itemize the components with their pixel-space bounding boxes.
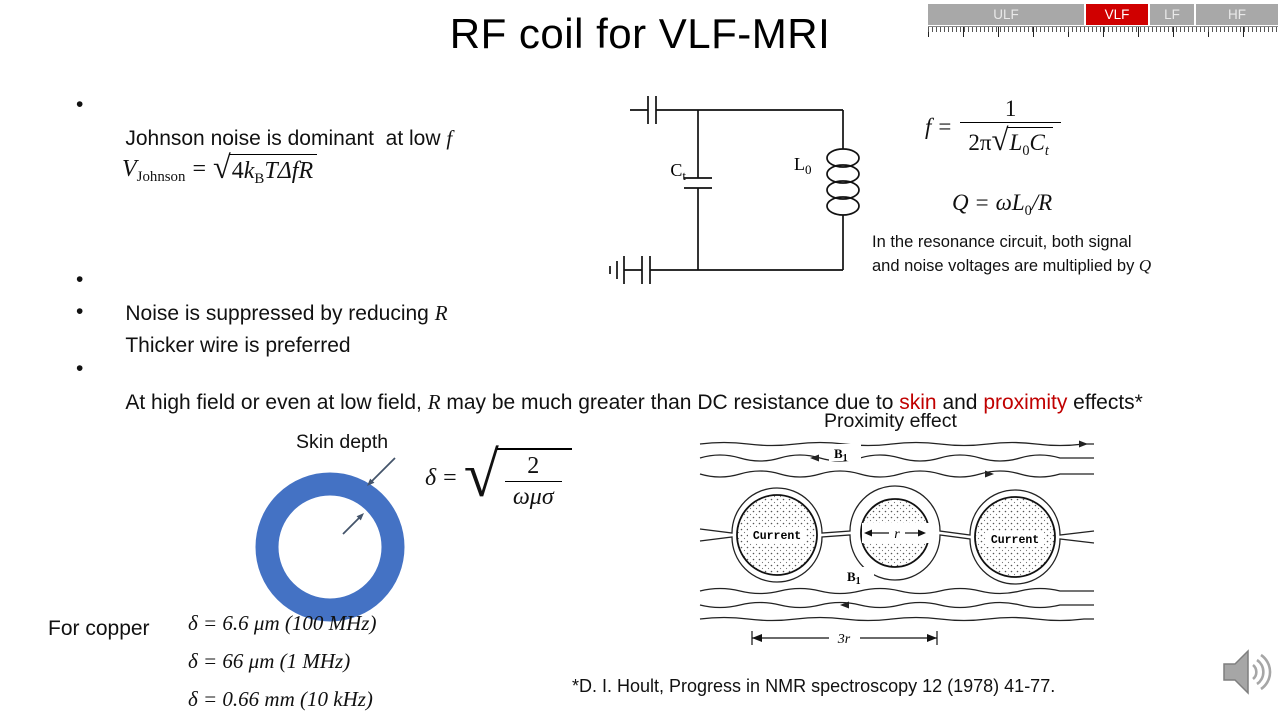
skin-depth-label: Skin depth [296,431,389,453]
radical-sign: √ [212,150,231,186]
capacitor-top-icon [630,96,843,124]
copper-value-10khz: δ = 0.66 mm (10 kHz) [188,687,373,711]
johnson-noise-formula: VJohnson = √ 4kBTΔfR [122,150,318,189]
frequency-band-indicator: ULF VLF LF HF [928,4,1278,38]
skin-highlight: skin [899,390,937,414]
skin-depth-arrows [342,457,396,535]
skin-depth-ring-diagram [255,457,405,622]
current-label-left: Current [753,530,801,543]
proximity-highlight: proximity [983,390,1068,414]
copper-value-1mhz: δ = 66 μm (1 MHz) [188,649,351,673]
inductor-label: L0 [794,154,812,177]
fraction: 2 ωμσ [504,453,562,511]
page-title: RF coil for VLF-MRI [449,10,831,57]
dimension-label: 3r [837,632,851,647]
band-hf: HF [1196,4,1278,25]
math-var-R: R [427,389,441,414]
capacitor-ct-icon [684,110,712,270]
band-bar: ULF VLF LF HF [928,4,1278,25]
copper-value-100mhz: δ = 6.6 μm (100 MHz) [188,611,377,635]
math-var-f: f [446,125,453,150]
radical-expression: √ 4kBTΔfR [212,150,318,189]
radical-expression: √ L0Ct [992,124,1053,161]
current-label-right: Current [991,534,1039,547]
skin-depth-formula: δ = √ 2 ωμσ [425,439,572,511]
b1-field-label-bottom: B1 [847,569,861,587]
math-var-V: V [122,155,137,182]
capacitor-label: Ct [670,160,686,183]
bullet-skin-proximity: At high field or even at low field, R ma… [72,352,1224,453]
field-lines [699,441,1095,622]
bullet-thicker-wire: Thicker wire is preferred [72,295,742,396]
for-copper-label: For copper [48,617,150,640]
proximity-effect-diagram: Current Current r B1 B1 3r [699,440,1095,647]
reference-citation: *D. I. Hoult, Progress in NMR spectrosco… [572,676,1056,696]
inner-arrowhead [356,513,364,521]
bullet-text: Johnson noise is dominant at low [125,126,447,150]
field-direction-arrowheads [810,440,1088,609]
outer-arrowhead [367,478,375,486]
fraction: 1 2π √ L0Ct [960,96,1061,161]
b1-field-label-top: B1 [834,446,848,464]
math-var-Q: Q [1138,256,1152,276]
subscript-johnson: Johnson [136,169,186,186]
quality-factor-formula: Q = ωL0/R [952,190,1053,219]
equals-sign: = [192,155,206,182]
inductor-coil-icon [826,110,860,270]
band-vlf: VLF [1086,4,1148,25]
radical-sign: √ [463,439,499,510]
band-lf: LF [1150,4,1194,25]
proximity-effect-label: Proximity effect [824,410,957,432]
radical-expression: √ 2 ωμσ [463,439,572,511]
conductor-cross-section-ring [255,472,405,622]
band-ulf: ULF [928,4,1084,25]
frequency-ruler [928,26,1278,38]
copper-skin-depth-values: δ = 6.6 μm (100 MHz) δ = 66 μm (1 MHz) δ… [188,611,376,720]
resonance-note: In the resonance circuit, both signal an… [872,233,1152,276]
resonance-frequency-formula: f = 1 2π √ L0Ct [925,96,1063,161]
radius-label: r [894,527,900,542]
radical-sign: √ [991,122,1009,158]
speaker-icon[interactable] [1216,644,1274,702]
bullet-johnson-noise: Johnson noise is dominant at low f [72,88,742,189]
